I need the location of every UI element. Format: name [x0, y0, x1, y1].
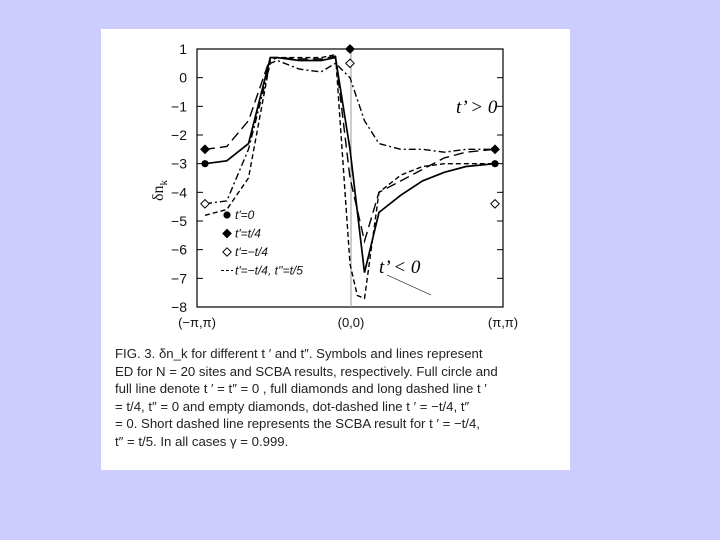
- x-tick-label: (π,π): [488, 315, 518, 330]
- data-point-empty-diamond: [490, 198, 500, 209]
- y-axis-ticks: 1 0 −1 −2 −3 −4 −5 −6 −7 −8: [171, 41, 503, 315]
- legend-label: t'=t/4: [235, 227, 261, 241]
- data-point-filled-diamond: [345, 44, 355, 54]
- y-tick-label: −7: [171, 270, 187, 286]
- legend-label: t'=0: [235, 208, 255, 222]
- data-point-filled-diamond: [200, 144, 210, 155]
- figure-card: 1 0 −1 −2 −3 −4 −5 −6 −7 −8 (−π,π) (0,0) (π,π) δnk …: [101, 29, 570, 470]
- caption-line-2: ED for N = 20 sites and SCBA results, re…: [115, 363, 498, 379]
- y-axis-label: δnk: [150, 179, 170, 201]
- data-point-empty-diamond: [345, 58, 355, 69]
- annotation-t-positive: t’ > 0: [456, 97, 498, 118]
- caption-line-1: FIG. 3. δn_k for different t ′ and t″. S…: [115, 346, 483, 361]
- caption-line-6: t″ = t/5. In all cases γ = 0.999.: [115, 433, 289, 449]
- legend-label: t'=−t/4: [235, 245, 268, 259]
- y-tick-label: −4: [171, 184, 187, 200]
- x-axis-ticks: (−π,π) (0,0) (π,π): [178, 315, 518, 330]
- caption-line-5: = 0. Short dashed line represents the SC…: [115, 416, 480, 432]
- annotation-t-negative: t’ < 0: [379, 257, 421, 278]
- series-line-solid: [204, 56, 496, 273]
- series-layer: [204, 53, 496, 300]
- y-tick-label: −1: [171, 98, 187, 114]
- y-tick-label: −2: [171, 127, 187, 143]
- series-line-long-dash: [204, 55, 496, 244]
- caption-line-3: full line denote t ′ = t″ = 0 , full dia…: [115, 381, 487, 397]
- y-tick-label: 0: [179, 70, 187, 86]
- series-line-short-dash: [204, 53, 495, 300]
- y-tick-label: −3: [171, 156, 187, 172]
- y-tick-label: −8: [171, 299, 187, 315]
- data-point-empty-diamond: [200, 198, 210, 209]
- data-point-filled-circle: [201, 160, 209, 168]
- legend-label: t'=−t/4, t''=t/5: [235, 264, 303, 278]
- plot: 10−1−2−3−4−5−6−7−8 (−π,π) (0,0) (π,π) δnk …: [150, 41, 518, 330]
- legend-marker-empty-diamond: [222, 247, 232, 257]
- legend-marker-filled-circle: [223, 211, 231, 219]
- legend: t'=0 t'=t/4 t'=−t/4 t'=−t/4, t''=t/5: [221, 208, 303, 278]
- caption-line-4: = t/4, t″ = 0 and empty diamonds, dot-da…: [115, 398, 470, 414]
- x-tick-label: (−π,π): [178, 315, 216, 330]
- legend-marker-filled-diamond: [222, 228, 232, 239]
- points-layer: [200, 44, 500, 209]
- y-tick-label: 1: [179, 41, 187, 57]
- y-tick-label: −6: [171, 242, 187, 258]
- data-point-filled-circle: [491, 160, 499, 168]
- figure-caption: FIG. 3. δn_k for different t ′ and t″. S…: [115, 345, 561, 451]
- annotation-arrow: [386, 274, 432, 296]
- x-tick-label: (0,0): [338, 315, 365, 330]
- data-point-filled-diamond: [490, 144, 500, 155]
- series-line-dot-dash: [204, 59, 495, 205]
- y-tick-label: −5: [171, 213, 187, 229]
